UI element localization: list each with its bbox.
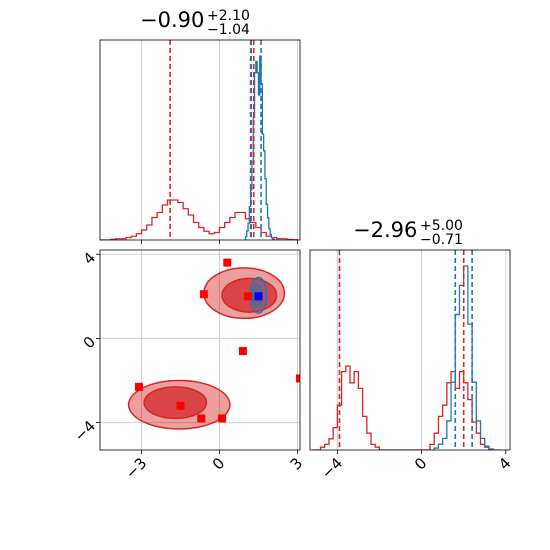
tick-labels: −3 0 3 −4 0 4 −4 0 4 bbox=[71, 249, 515, 483]
panel2-title-minus: −0.71 bbox=[420, 232, 463, 248]
panel1-title-value: −0.90 bbox=[140, 8, 205, 32]
sample-point-10 bbox=[296, 374, 300, 383]
x-tick-label: 0 bbox=[209, 454, 228, 473]
sample-point-2 bbox=[199, 290, 208, 299]
panel2-title: −2.96 +5.00 −0.71 bbox=[353, 218, 463, 248]
axes-frames bbox=[96, 39, 511, 454]
sample-point-7 bbox=[176, 401, 185, 410]
density-contour-red-4 bbox=[143, 386, 208, 420]
x-tick-label: −4 bbox=[318, 454, 346, 482]
panel1-title-minus: −1.04 bbox=[207, 22, 250, 38]
sample-point-1 bbox=[223, 258, 232, 267]
best-fit-point bbox=[254, 292, 263, 301]
x-tick-label: −3 bbox=[122, 454, 150, 482]
histogram-series-1 bbox=[100, 199, 299, 240]
histogram-panel-2 bbox=[312, 250, 502, 450]
sample-point-5 bbox=[238, 347, 247, 356]
y-tick-label: 0 bbox=[80, 333, 99, 352]
y-tick-label: −4 bbox=[71, 417, 99, 445]
histogram-series-2 bbox=[244, 55, 276, 240]
x-tick-label: 3 bbox=[287, 454, 306, 473]
sample-point-4 bbox=[244, 292, 253, 301]
axes-frame-tl bbox=[99, 39, 301, 241]
panel2-title-value: −2.96 bbox=[353, 218, 418, 242]
sample-point-8 bbox=[197, 414, 206, 423]
panel1-title-plus: +2.10 bbox=[207, 8, 250, 24]
x-tick-label: 0 bbox=[411, 454, 430, 473]
axes-frame-br bbox=[309, 249, 511, 451]
panel1-title: −0.90 +2.10 −1.04 bbox=[140, 8, 250, 38]
sample-point-6 bbox=[134, 382, 143, 391]
y-tick-label: 4 bbox=[80, 249, 99, 268]
panel2-title-plus: +5.00 bbox=[420, 218, 463, 234]
histogram-panel-1 bbox=[100, 40, 299, 240]
axes-frame-bl bbox=[99, 249, 301, 451]
sample-point-9 bbox=[218, 414, 227, 423]
x-tick-label: 4 bbox=[495, 454, 514, 473]
scatter-panel bbox=[127, 258, 300, 430]
histogram-series-1 bbox=[312, 365, 502, 450]
